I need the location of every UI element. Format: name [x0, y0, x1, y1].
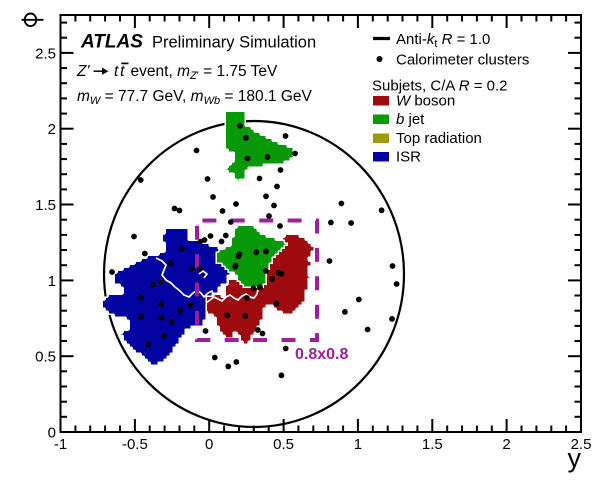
svg-text:0.8x0.8: 0.8x0.8: [295, 346, 348, 363]
svg-text:2: 2: [48, 121, 56, 138]
svg-text:Z': Z': [76, 63, 90, 80]
svg-text:0: 0: [205, 436, 213, 453]
svg-text:tt event, mZ' = 1.75 TeV: tt event, mZ' = 1.75 TeV: [114, 63, 278, 82]
svg-text:Top radiation: Top radiation: [396, 130, 482, 147]
svg-text:0: 0: [48, 425, 56, 442]
svg-text:ATLAS: ATLAS: [80, 32, 143, 53]
svg-text:1.5: 1.5: [35, 197, 56, 214]
svg-text:Preliminary Simulation: Preliminary Simulation: [152, 34, 316, 52]
svg-text:2.5: 2.5: [35, 45, 56, 62]
svg-text:1: 1: [354, 436, 362, 453]
svg-text:ISR: ISR: [396, 149, 421, 166]
svg-text:Subjets, C/A R = 0.2: Subjets, C/A R = 0.2: [372, 78, 508, 95]
svg-text:-1: -1: [54, 436, 67, 453]
svg-text:0.5: 0.5: [35, 349, 56, 366]
svg-text:b jet: b jet: [396, 111, 425, 128]
svg-text:2: 2: [502, 436, 510, 453]
svg-text:y: y: [568, 443, 582, 473]
svg-text:1.5: 1.5: [422, 436, 443, 453]
svg-text:0.5: 0.5: [273, 436, 294, 453]
svg-text:2.5: 2.5: [571, 436, 592, 453]
svg-text:W boson: W boson: [396, 93, 455, 110]
svg-text:-0.5: -0.5: [122, 436, 148, 453]
svg-text:Calorimeter clusters: Calorimeter clusters: [396, 52, 529, 69]
svg-text:Anti-kt R = 1.0: Anti-kt R = 1.0: [396, 31, 490, 50]
svg-text:1: 1: [48, 273, 56, 290]
svg-text:mW = 77.7 GeV, mWb = 180.1 GeV: mW = 77.7 GeV, mWb = 180.1 GeV: [77, 88, 313, 107]
